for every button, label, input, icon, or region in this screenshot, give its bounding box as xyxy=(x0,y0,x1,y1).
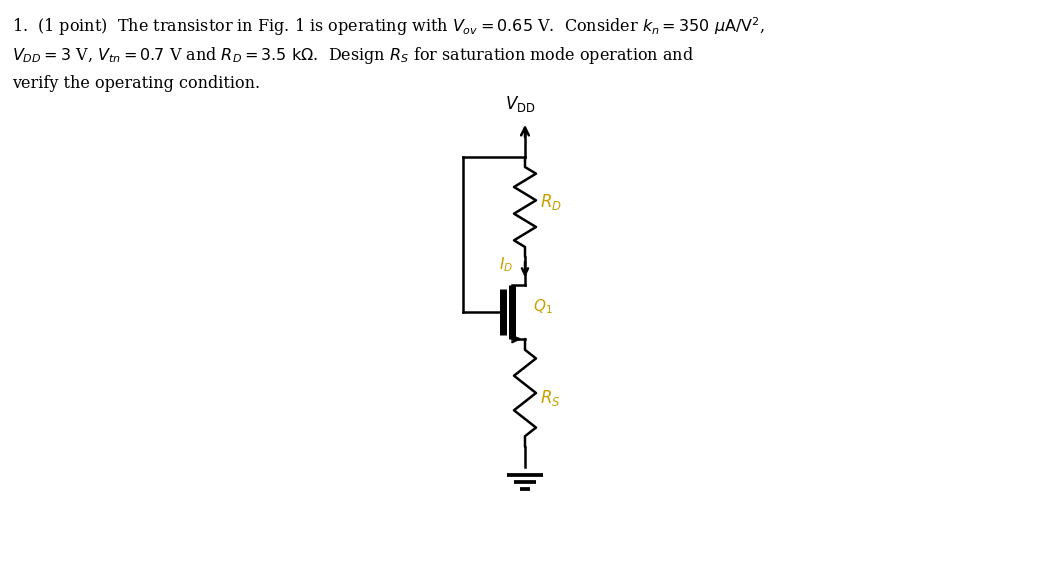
Text: $V_{DD} = 3$ V, $V_{tn} = 0.7$ V and $R_D = 3.5\ \mathrm{k\Omega}$.  Design $R_S: $V_{DD} = 3$ V, $V_{tn} = 0.7$ V and $R_… xyxy=(12,45,694,66)
Text: verify the operating condition.: verify the operating condition. xyxy=(12,75,260,92)
Text: $I_D$: $I_D$ xyxy=(499,255,513,274)
Text: $R_S$: $R_S$ xyxy=(540,388,560,408)
Text: $V_{\mathrm{DD}}$: $V_{\mathrm{DD}}$ xyxy=(505,94,535,114)
Text: 1.  (1 point)  The transistor in Fig. 1 is operating with $V_{ov} = 0.65$ V.  Co: 1. (1 point) The transistor in Fig. 1 is… xyxy=(12,15,765,37)
Text: $Q_1$: $Q_1$ xyxy=(533,298,553,316)
Text: $R_D$: $R_D$ xyxy=(540,192,562,212)
